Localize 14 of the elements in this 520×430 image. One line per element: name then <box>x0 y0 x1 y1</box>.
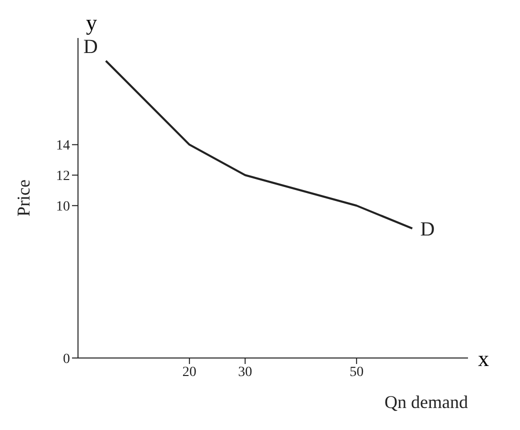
text: y <box>86 10 97 36</box>
x-axis-title: Qn demand <box>384 392 468 412</box>
x-tick-label: 50 <box>350 364 364 380</box>
x-tick-label: 20 <box>182 364 196 380</box>
x-tick-label: 30 <box>238 364 252 380</box>
y-axis-title: Price <box>13 179 34 216</box>
y-tick-label: 0 <box>63 352 70 367</box>
y-tick-label: 14 <box>56 138 70 154</box>
text: x <box>478 346 489 372</box>
line-series <box>104 60 414 230</box>
annotation: D <box>83 36 98 58</box>
y-tick-label: 12 <box>56 169 70 184</box>
annotation: D <box>420 218 435 241</box>
y-tick-label: 10 <box>56 200 70 215</box>
